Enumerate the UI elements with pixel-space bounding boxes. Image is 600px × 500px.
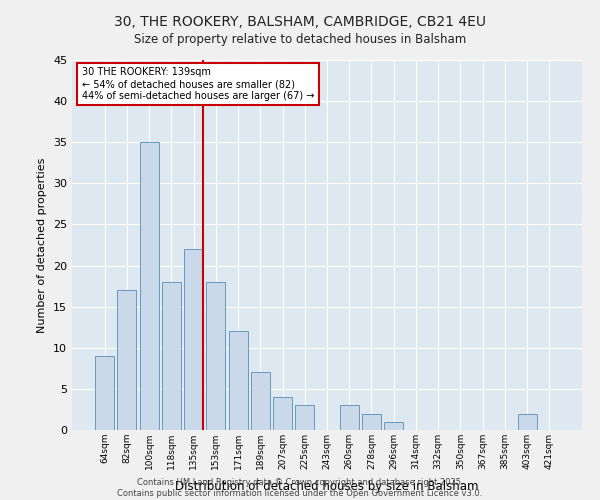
Bar [184,249,203,430]
Bar [518,414,536,430]
X-axis label: Distribution of detached houses by size in Balsham: Distribution of detached houses by size … [175,480,479,494]
Bar [162,282,181,430]
Text: Contains HM Land Registry data © Crown copyright and database right 2025.
Contai: Contains HM Land Registry data © Crown c… [118,478,482,498]
Bar [95,356,114,430]
Bar [206,282,225,430]
Bar [340,406,359,430]
Text: 30, THE ROOKERY, BALSHAM, CAMBRIDGE, CB21 4EU: 30, THE ROOKERY, BALSHAM, CAMBRIDGE, CB2… [114,15,486,29]
Bar [118,290,136,430]
Bar [229,332,248,430]
Bar [251,372,270,430]
Text: 30 THE ROOKERY: 139sqm
← 54% of detached houses are smaller (82)
44% of semi-det: 30 THE ROOKERY: 139sqm ← 54% of detached… [82,68,314,100]
Bar [140,142,158,430]
Text: Size of property relative to detached houses in Balsham: Size of property relative to detached ho… [134,32,466,46]
Bar [295,406,314,430]
Y-axis label: Number of detached properties: Number of detached properties [37,158,47,332]
Bar [362,414,381,430]
Bar [273,397,292,430]
Bar [384,422,403,430]
